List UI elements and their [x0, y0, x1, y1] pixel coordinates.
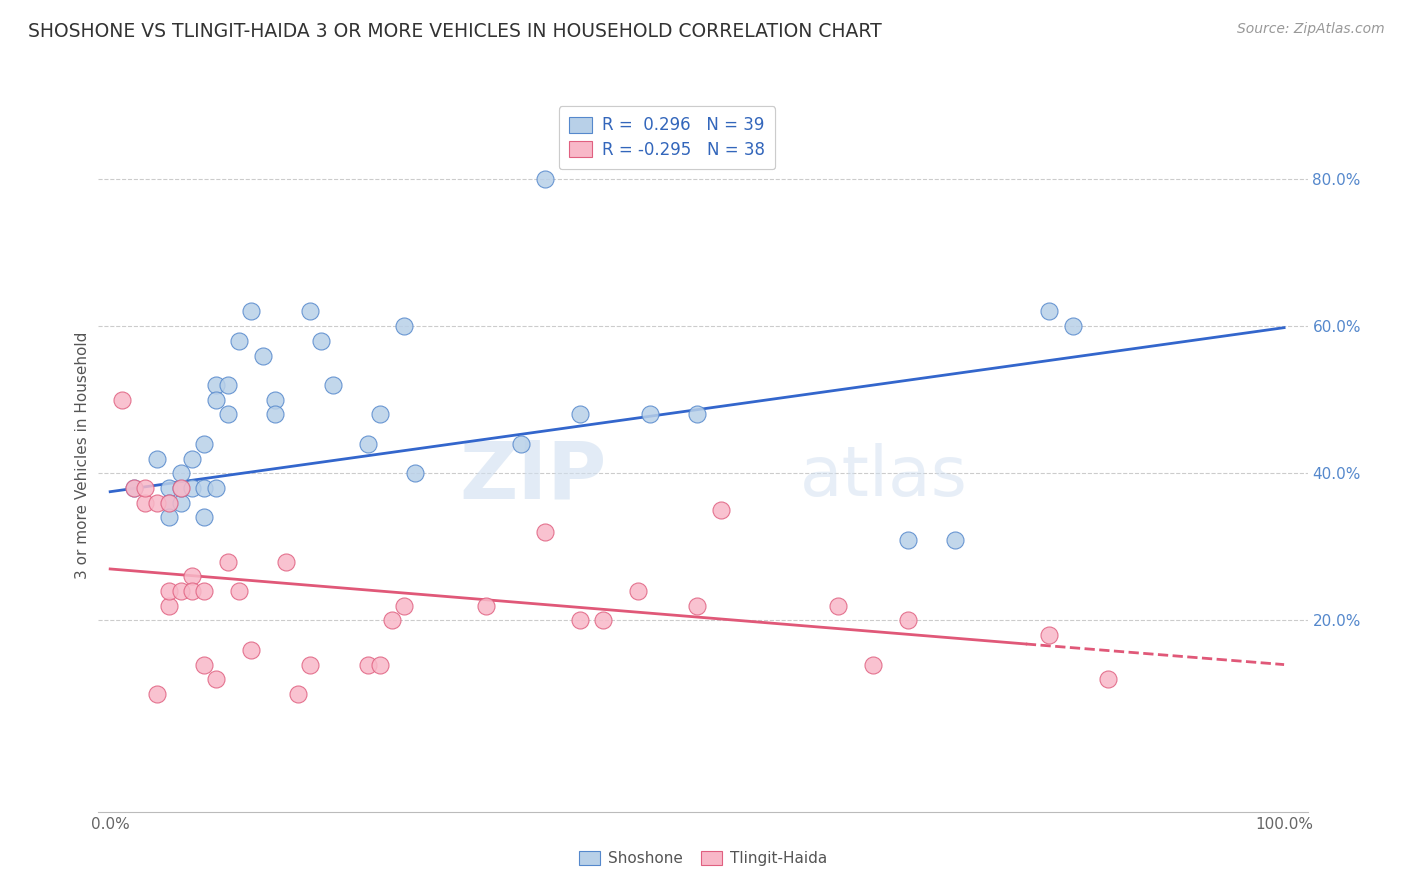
- Point: [169, 481, 191, 495]
- Point: [181, 584, 204, 599]
- Point: [204, 673, 226, 687]
- Point: [381, 614, 404, 628]
- Point: [252, 349, 274, 363]
- Point: [228, 584, 250, 599]
- Point: [568, 614, 591, 628]
- Point: [897, 533, 920, 547]
- Point: [169, 467, 191, 481]
- Point: [897, 614, 920, 628]
- Point: [193, 481, 215, 495]
- Point: [169, 496, 191, 510]
- Point: [945, 533, 967, 547]
- Point: [510, 437, 533, 451]
- Point: [357, 437, 380, 451]
- Point: [181, 451, 204, 466]
- Point: [638, 408, 661, 422]
- Point: [134, 481, 156, 495]
- Point: [204, 481, 226, 495]
- Point: [240, 643, 263, 657]
- Point: [298, 304, 321, 318]
- Point: [157, 584, 180, 599]
- Point: [533, 525, 555, 540]
- Point: [686, 599, 709, 613]
- Point: [193, 584, 215, 599]
- Point: [193, 657, 215, 672]
- Point: [157, 510, 180, 524]
- Point: [169, 584, 191, 599]
- Point: [592, 614, 614, 628]
- Point: [111, 392, 134, 407]
- Point: [1038, 628, 1060, 642]
- Point: [193, 510, 215, 524]
- Point: [404, 467, 426, 481]
- Point: [1062, 319, 1084, 334]
- Point: [146, 496, 169, 510]
- Point: [263, 408, 285, 422]
- Y-axis label: 3 or more Vehicles in Household: 3 or more Vehicles in Household: [75, 331, 90, 579]
- Legend: R =  0.296   N = 39, R = -0.295   N = 38: R = 0.296 N = 39, R = -0.295 N = 38: [558, 106, 775, 169]
- Point: [146, 451, 169, 466]
- Point: [134, 496, 156, 510]
- Point: [1038, 304, 1060, 318]
- Point: [157, 496, 180, 510]
- Point: [357, 657, 380, 672]
- Point: [298, 657, 321, 672]
- Point: [122, 481, 145, 495]
- Point: [157, 599, 180, 613]
- Point: [710, 503, 733, 517]
- Text: Source: ZipAtlas.com: Source: ZipAtlas.com: [1237, 22, 1385, 37]
- Point: [217, 555, 239, 569]
- Point: [157, 496, 180, 510]
- Point: [193, 437, 215, 451]
- Point: [146, 687, 169, 701]
- Point: [392, 599, 415, 613]
- Point: [204, 378, 226, 392]
- Point: [475, 599, 498, 613]
- Legend: Shoshone, Tlingit-Haida: Shoshone, Tlingit-Haida: [569, 841, 837, 875]
- Point: [228, 334, 250, 348]
- Text: SHOSHONE VS TLINGIT-HAIDA 3 OR MORE VEHICLES IN HOUSEHOLD CORRELATION CHART: SHOSHONE VS TLINGIT-HAIDA 3 OR MORE VEHI…: [28, 22, 882, 41]
- Point: [122, 481, 145, 495]
- Point: [311, 334, 333, 348]
- Point: [169, 481, 191, 495]
- Point: [568, 408, 591, 422]
- Point: [276, 555, 298, 569]
- Point: [1097, 673, 1119, 687]
- Point: [181, 569, 204, 583]
- Point: [322, 378, 344, 392]
- Text: atlas: atlas: [800, 442, 967, 510]
- Point: [204, 392, 226, 407]
- Point: [157, 481, 180, 495]
- Point: [240, 304, 263, 318]
- Point: [862, 657, 884, 672]
- Point: [368, 657, 391, 672]
- Point: [181, 481, 204, 495]
- Point: [217, 378, 239, 392]
- Point: [533, 172, 555, 186]
- Point: [217, 408, 239, 422]
- Point: [368, 408, 391, 422]
- Point: [827, 599, 849, 613]
- Text: ZIP: ZIP: [458, 437, 606, 516]
- Point: [392, 319, 415, 334]
- Point: [287, 687, 309, 701]
- Point: [686, 408, 709, 422]
- Point: [627, 584, 650, 599]
- Point: [263, 392, 285, 407]
